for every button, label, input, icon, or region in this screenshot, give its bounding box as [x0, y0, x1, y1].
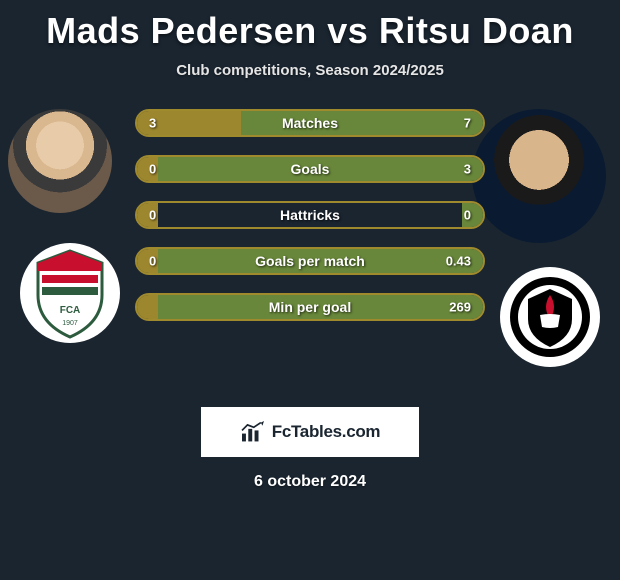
stat-bar: 269 Min per goal — [135, 293, 485, 321]
comparison-panel: FCA 1907 3 7 Matches 0 3 Goals 0 0 Hattricks 0 0.4… — [0, 109, 620, 389]
stat-label: Hattricks — [280, 207, 340, 223]
page-title: Mads Pedersen vs Ritsu Doan — [0, 0, 620, 52]
stat-label: Goals per match — [255, 253, 365, 269]
player-right-avatar — [472, 109, 606, 243]
player-left-avatar — [8, 109, 112, 213]
stat-fill-right — [241, 111, 483, 135]
stat-value-left: 0 — [149, 162, 156, 177]
stat-label: Goals — [291, 161, 330, 177]
club-right-crest — [500, 267, 600, 367]
svg-text:1907: 1907 — [62, 320, 78, 327]
stat-value-right: 3 — [464, 162, 471, 177]
svg-text:FCA: FCA — [60, 305, 81, 316]
stat-value-right: 0 — [464, 208, 471, 223]
watermark: FcTables.com — [201, 407, 419, 457]
stat-fill-left — [137, 295, 158, 319]
stat-bar: 3 7 Matches — [135, 109, 485, 137]
watermark-text: FcTables.com — [272, 422, 381, 442]
stat-label: Matches — [282, 115, 338, 131]
stat-bar: 0 3 Goals — [135, 155, 485, 183]
stat-value-right: 0.43 — [446, 254, 471, 269]
stat-value-left: 0 — [149, 208, 156, 223]
stat-value-right: 7 — [464, 116, 471, 131]
stat-bar: 0 0 Hattricks — [135, 201, 485, 229]
stat-label: Min per goal — [269, 299, 351, 315]
club-left-crest: FCA 1907 — [20, 243, 120, 343]
stat-bars: 3 7 Matches 0 3 Goals 0 0 Hattricks 0 0.43 Goals pe… — [135, 109, 485, 339]
date-label: 6 october 2024 — [0, 473, 620, 491]
stat-value-left: 3 — [149, 116, 156, 131]
stat-value-left: 0 — [149, 254, 156, 269]
stat-value-right: 269 — [449, 300, 471, 315]
chart-icon — [240, 421, 266, 443]
stat-bar: 0 0.43 Goals per match — [135, 247, 485, 275]
subtitle: Club competitions, Season 2024/2025 — [0, 62, 620, 79]
